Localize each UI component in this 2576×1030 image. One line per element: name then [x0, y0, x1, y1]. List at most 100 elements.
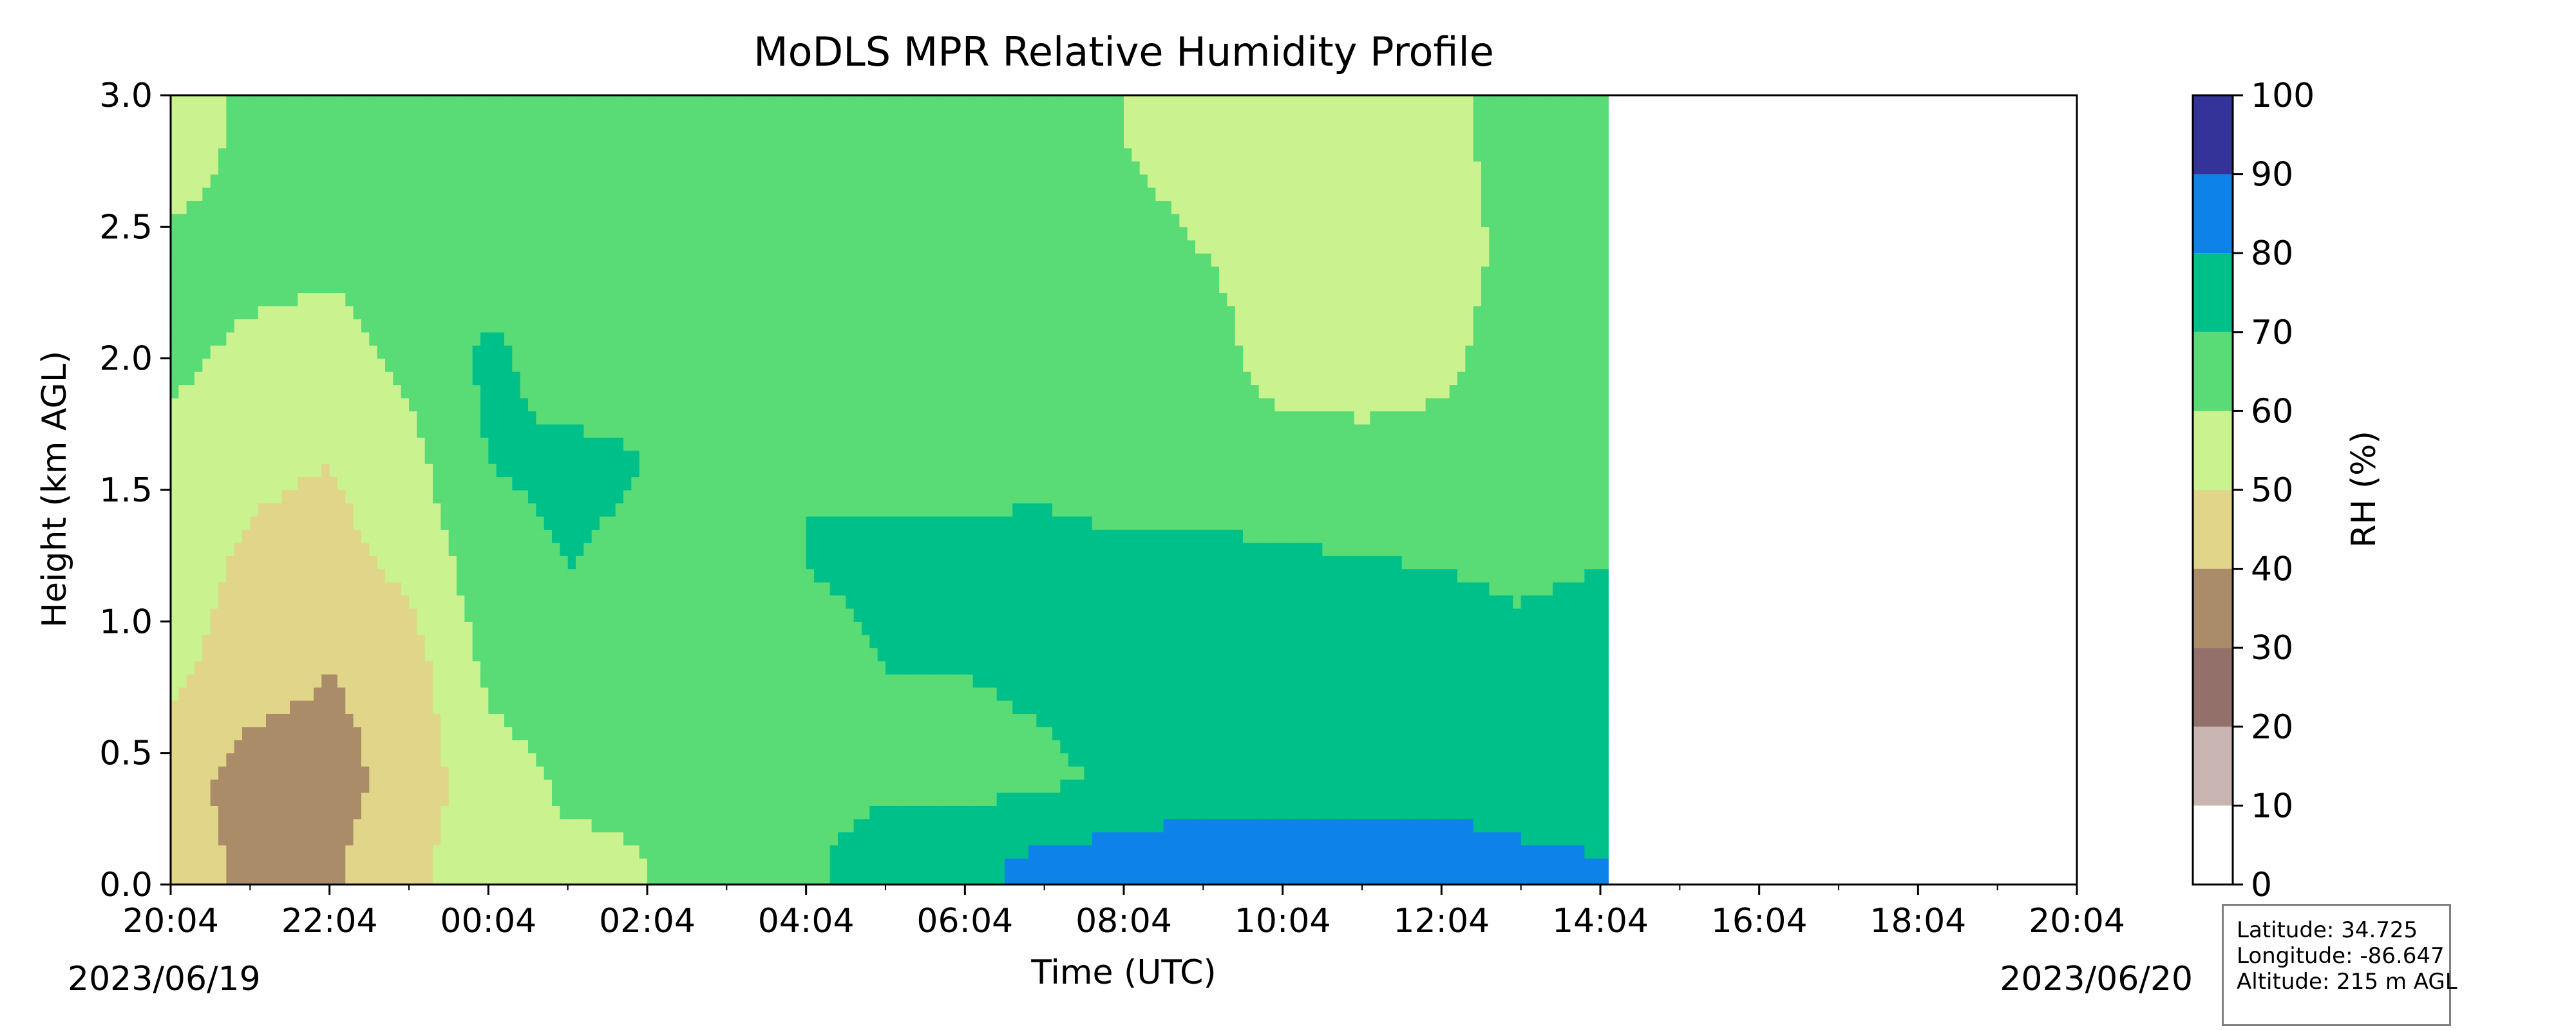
- rh-cell: [457, 740, 465, 754]
- rh-cell: [345, 239, 354, 254]
- rh-cell: [194, 529, 203, 543]
- rh-cell: [591, 292, 600, 306]
- rh-cell: [369, 319, 378, 333]
- plot-area: [169, 94, 2078, 886]
- rh-cell: [496, 174, 505, 188]
- rh-cell: [218, 726, 227, 740]
- rh-cell: [305, 740, 314, 754]
- rh-cell: [719, 345, 727, 359]
- rh-cell: [178, 582, 187, 596]
- rh-cell: [591, 450, 600, 464]
- rh-cell: [305, 713, 314, 727]
- rh-cell: [329, 227, 338, 241]
- rh-cell: [655, 227, 664, 241]
- rh-cell: [440, 384, 450, 398]
- rh-cell: [639, 529, 648, 543]
- rh-cell: [281, 358, 290, 372]
- rh-cell: [440, 753, 450, 767]
- rh-cell: [337, 568, 346, 583]
- rh-cell: [401, 305, 410, 319]
- rh-cell: [281, 766, 290, 780]
- rh-cell: [448, 740, 457, 754]
- rh-cell: [178, 345, 187, 359]
- rh-cell: [305, 805, 314, 819]
- rh-cell: [766, 279, 775, 294]
- rh-cell: [290, 556, 298, 570]
- rh-cell: [520, 174, 529, 188]
- rh-cell: [544, 858, 553, 872]
- rh-cell: [281, 621, 290, 635]
- rh-cell: [695, 384, 703, 398]
- rh-cell: [424, 371, 433, 386]
- rh-cell: [448, 700, 457, 714]
- rh-cell: [401, 766, 410, 780]
- rh-cell: [424, 595, 433, 609]
- rh-cell: [290, 582, 298, 596]
- rh-cell: [623, 818, 632, 832]
- rh-cell: [544, 476, 553, 491]
- rh-cell: [790, 371, 799, 386]
- rh-cell: [480, 464, 489, 478]
- rh-cell: [703, 213, 712, 227]
- rh-cell: [242, 253, 251, 267]
- rh-cell: [290, 529, 298, 543]
- rh-cell: [560, 187, 569, 201]
- rh-cell: [671, 805, 679, 819]
- rh-cell: [480, 411, 489, 425]
- rh-cell: [250, 227, 259, 241]
- rh-cell: [695, 174, 703, 188]
- rh-cell: [369, 147, 378, 162]
- rh-cell: [719, 464, 727, 478]
- rh-cell: [305, 95, 314, 109]
- rh-cell: [734, 135, 743, 149]
- rh-cell: [591, 200, 600, 214]
- rh-cell: [750, 253, 759, 267]
- rh-cell: [695, 595, 703, 609]
- rh-cell: [266, 464, 274, 478]
- rh-cell: [401, 871, 410, 885]
- rh-cell: [726, 608, 735, 622]
- rh-cell: [576, 503, 584, 517]
- rh-cell: [417, 832, 426, 846]
- rh-cell: [766, 147, 775, 162]
- rh-cell: [218, 529, 227, 543]
- rh-cell: [321, 556, 330, 570]
- rh-cell: [576, 687, 584, 701]
- rh-cell: [496, 95, 505, 109]
- rh-cell: [361, 108, 370, 122]
- rh-cell: [496, 582, 505, 596]
- rh-cell: [734, 332, 743, 346]
- rh-cell: [226, 227, 235, 241]
- rh-cell: [448, 174, 457, 188]
- rh-cell: [798, 95, 807, 109]
- rh-cell: [544, 726, 553, 740]
- rh-cell: [457, 424, 465, 438]
- rh-cell: [186, 253, 195, 267]
- rh-cell: [750, 161, 759, 175]
- rh-cell: [345, 371, 354, 386]
- rh-cell: [687, 766, 696, 780]
- rh-cell: [695, 411, 703, 425]
- rh-cell: [440, 397, 450, 411]
- rh-cell: [639, 766, 648, 780]
- rh-cell: [298, 871, 307, 885]
- rh-cell: [409, 213, 417, 227]
- rh-cell: [210, 464, 219, 478]
- rh-cell: [369, 476, 378, 491]
- rh-cell: [464, 595, 473, 609]
- rh-cell: [679, 503, 688, 517]
- rh-cell: [488, 147, 497, 162]
- rh-cell: [822, 753, 831, 767]
- rh-cell: [544, 135, 553, 149]
- rh-cell: [774, 660, 783, 675]
- rh-cell: [472, 490, 481, 504]
- rh-cell: [226, 871, 235, 885]
- rh-cell: [734, 713, 743, 727]
- rh-cell: [615, 726, 624, 740]
- rh-cell: [647, 227, 656, 241]
- rh-cell: [337, 674, 346, 688]
- rh-cell: [424, 832, 433, 846]
- rh-cell: [719, 556, 727, 570]
- rh-cell: [417, 200, 426, 214]
- rh-cell: [226, 319, 235, 333]
